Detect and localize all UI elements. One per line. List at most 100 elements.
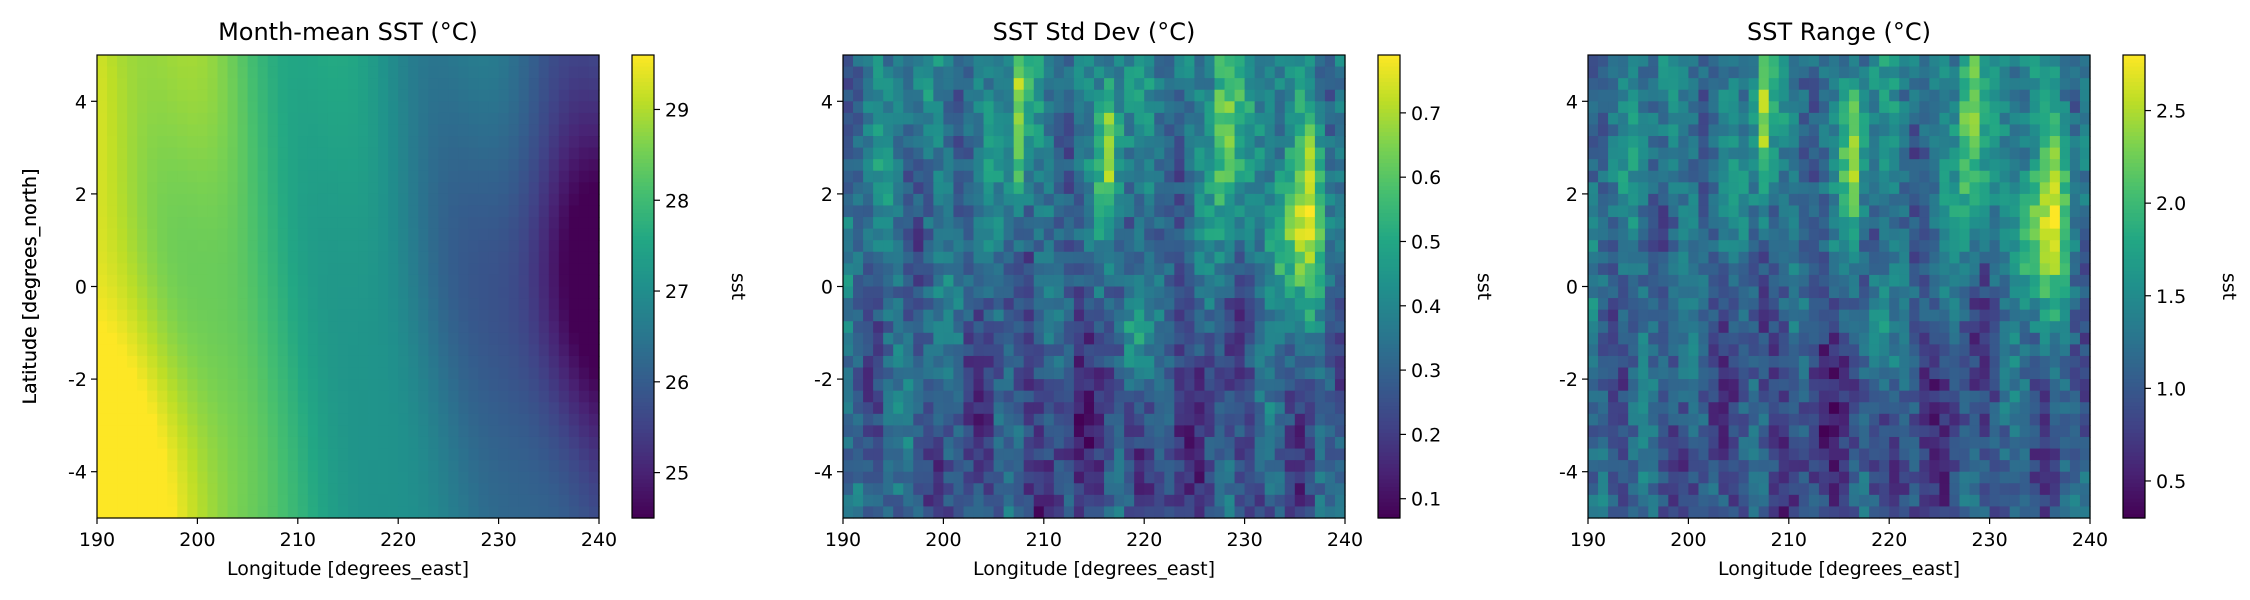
heatmap-cell — [963, 112, 975, 126]
heatmap-cell — [1808, 55, 1820, 68]
heatmap-cell — [237, 471, 249, 484]
heatmap-cell — [953, 460, 965, 473]
heatmap-cell — [973, 402, 985, 415]
heatmap-cell — [913, 506, 924, 519]
heatmap-cell — [277, 274, 289, 288]
heatmap-cell — [1234, 471, 1246, 484]
heatmap-cell — [247, 217, 259, 230]
heatmap-cell — [1043, 460, 1055, 473]
heatmap-cell — [843, 471, 854, 484]
heatmap-cell — [458, 494, 470, 508]
heatmap-cell — [518, 286, 530, 299]
heatmap-cell — [428, 332, 439, 345]
heatmap-cell — [913, 217, 924, 230]
heatmap-cell — [227, 367, 239, 380]
heatmap-cell — [207, 101, 219, 114]
heatmap-cell — [428, 483, 439, 496]
heatmap-cell — [1134, 147, 1145, 160]
heatmap-cell — [873, 355, 884, 369]
heatmap-cell — [287, 298, 299, 311]
heatmap-cell — [297, 136, 309, 149]
heatmap-cell — [1979, 170, 1991, 183]
heatmap-cell — [973, 332, 985, 345]
heatmap-cell — [428, 448, 439, 461]
heatmap-cell — [1708, 170, 1720, 183]
heatmap-cell — [257, 263, 269, 276]
heatmap-cell — [973, 89, 985, 102]
heatmap-cell — [863, 448, 874, 461]
heatmap-cell — [358, 344, 369, 357]
heatmap-cell — [863, 182, 874, 195]
heatmap-cell — [378, 355, 389, 369]
colorbar-step — [1378, 78, 1400, 83]
heatmap-cell — [943, 124, 955, 137]
heatmap-cell — [1224, 251, 1236, 264]
heatmap-cell — [913, 355, 924, 369]
heatmap-cell — [137, 483, 148, 496]
heatmap-cell — [167, 274, 178, 288]
heatmap-cell — [1003, 55, 1015, 68]
heatmap-cell — [307, 205, 319, 218]
heatmap-cell — [498, 483, 510, 496]
heatmap-cell — [1828, 136, 1840, 149]
heatmap-cell — [1234, 344, 1246, 357]
heatmap-cell — [873, 436, 884, 450]
heatmap-cell — [368, 332, 379, 345]
heatmap-cell — [337, 124, 349, 137]
heatmap-cell — [1869, 193, 1880, 207]
heatmap-cell — [1043, 228, 1055, 241]
heatmap-cell — [853, 448, 864, 461]
heatmap-cell — [548, 436, 560, 450]
heatmap-cell — [1304, 205, 1316, 218]
heatmap-cell — [983, 159, 995, 172]
colorbar-step — [1378, 58, 1400, 64]
heatmap-cell — [257, 55, 269, 68]
colorbar-step — [632, 367, 654, 372]
heatmap-cell — [1264, 286, 1276, 299]
heatmap-cell — [1608, 170, 1619, 183]
heatmap-cell — [993, 182, 1005, 195]
heatmap-cell — [478, 506, 490, 519]
heatmap-cell — [1284, 251, 1296, 264]
heatmap-cell — [1314, 448, 1326, 461]
heatmap-cell — [863, 286, 874, 299]
heatmap-cell — [1264, 309, 1276, 322]
heatmap-cell — [107, 89, 118, 102]
heatmap-cell — [1264, 217, 1276, 230]
heatmap-cell — [963, 367, 975, 380]
heatmap-cell — [1859, 159, 1870, 172]
heatmap-cell — [1073, 159, 1085, 172]
heatmap-cell — [348, 55, 359, 68]
heatmap-cell — [157, 309, 168, 322]
heatmap-cell — [1053, 136, 1065, 149]
heatmap-cell — [933, 205, 944, 218]
heatmap-cell — [1124, 425, 1135, 438]
heatmap-cell — [1104, 89, 1115, 102]
heatmap-cell — [368, 321, 379, 334]
colorbar-step — [632, 97, 654, 102]
heatmap-cell — [197, 251, 209, 264]
heatmap-cell — [863, 101, 874, 114]
heatmap-cell — [2029, 112, 2041, 126]
heatmap-cell — [498, 205, 510, 218]
heatmap-cell — [1889, 124, 1900, 137]
heatmap-cell — [408, 240, 419, 253]
heatmap-cell — [247, 136, 259, 149]
heatmap-cell — [1294, 263, 1306, 276]
heatmap-cell — [1748, 66, 1760, 79]
heatmap-cell — [528, 251, 540, 264]
heatmap-cell — [1104, 217, 1115, 230]
heatmap-cell — [2039, 78, 2051, 91]
heatmap-cell — [488, 112, 500, 126]
heatmap-cell — [983, 298, 995, 311]
heatmap-cell — [478, 367, 490, 380]
colorbar-step — [632, 205, 654, 210]
heatmap-cell — [2009, 112, 2021, 126]
heatmap-cell — [1778, 159, 1790, 172]
heatmap-cell — [1324, 332, 1336, 345]
panel-2: SST Std Dev (°C)190 200 210 220 230 240Longit… — [19, 18, 1495, 580]
heatmap-cell — [1184, 367, 1195, 380]
heatmap-cell — [1114, 89, 1125, 102]
heatmap-cell — [508, 66, 520, 79]
heatmap-cell — [498, 112, 510, 126]
